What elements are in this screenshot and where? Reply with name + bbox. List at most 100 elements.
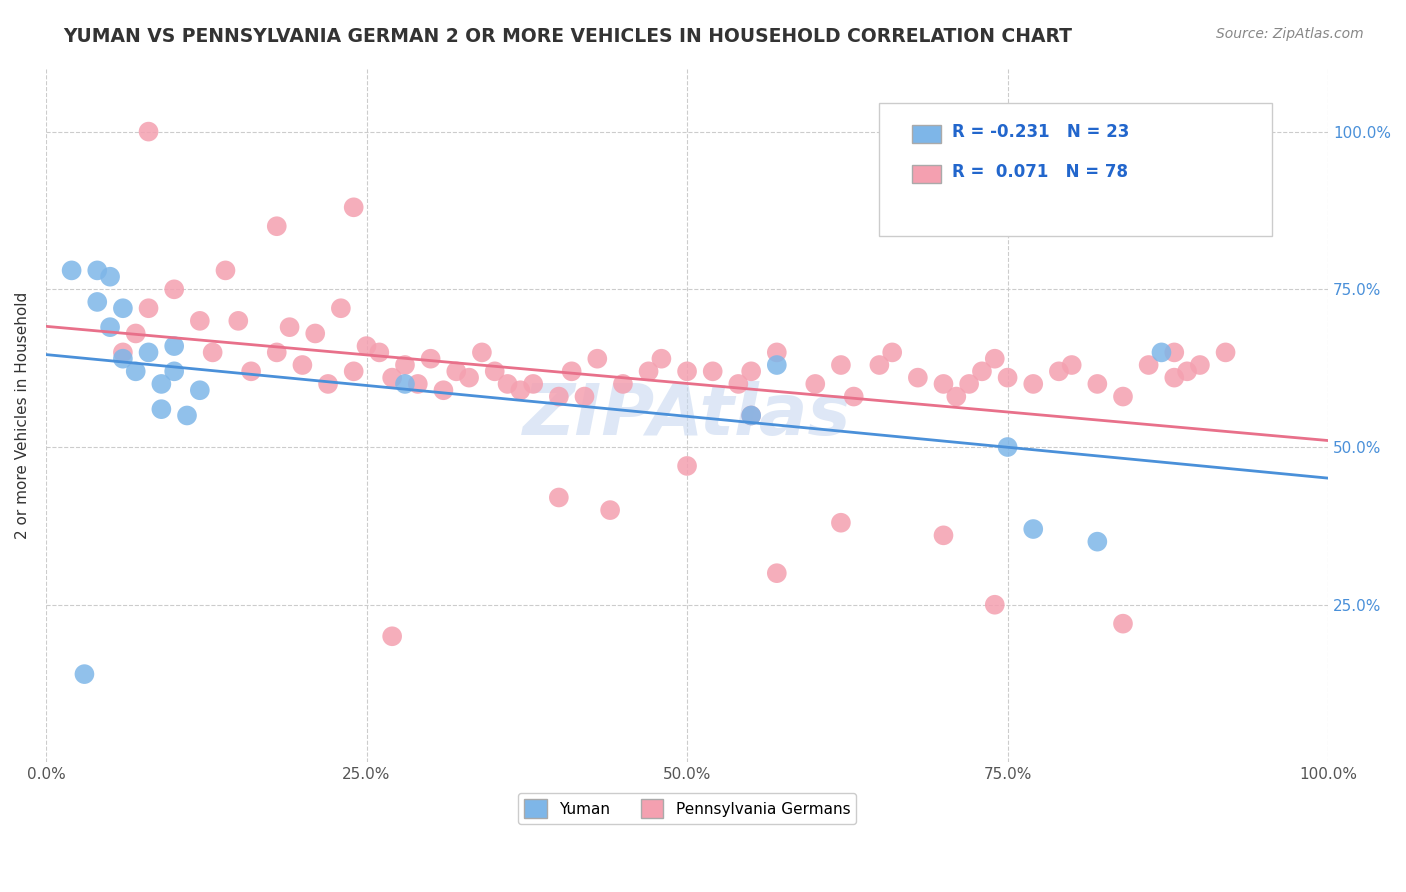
Point [394,358,416,372]
Point [561,364,583,378]
Point [830,358,852,372]
Point [266,345,288,359]
Point [484,364,506,378]
Point [984,598,1007,612]
Point [394,376,416,391]
Point [291,358,314,372]
Point [984,351,1007,366]
Point [150,376,173,391]
Point [1150,345,1173,359]
Point [86,263,108,277]
Text: Source: ZipAtlas.com: Source: ZipAtlas.com [1216,27,1364,41]
Point [188,383,211,397]
Point [73,667,96,681]
Point [882,345,904,359]
Point [356,339,378,353]
Point [471,345,494,359]
Point [599,503,621,517]
Point [111,301,134,316]
Point [1060,358,1083,372]
Point [496,376,519,391]
Point [446,364,468,378]
Point [125,326,148,341]
Point [637,364,659,378]
Point [316,376,339,391]
Point [343,364,366,378]
Point [997,440,1019,454]
Point [163,339,186,353]
Y-axis label: 2 or more Vehicles in Household: 2 or more Vehicles in Household [15,292,30,539]
Point [419,351,441,366]
Point [804,376,827,391]
Point [522,376,544,391]
Point [1188,358,1211,372]
Point [1112,616,1135,631]
Legend: Yuman, Pennsylvania Germans: Yuman, Pennsylvania Germans [517,793,856,824]
Point [1047,364,1070,378]
Point [1215,345,1237,359]
Point [381,370,404,384]
Point [740,364,762,378]
Point [150,402,173,417]
Point [1085,376,1108,391]
Point [381,629,404,643]
Point [574,390,596,404]
Point [765,358,787,372]
Point [368,345,391,359]
Point [1085,534,1108,549]
Point [214,263,236,277]
Point [830,516,852,530]
Point [329,301,352,316]
Point [240,364,263,378]
Point [509,383,531,397]
Text: ZIPAtlas: ZIPAtlas [523,381,851,450]
Point [740,409,762,423]
Point [138,301,160,316]
Point [1022,376,1045,391]
Point [970,364,993,378]
Point [1022,522,1045,536]
Point [907,370,929,384]
Point [957,376,980,391]
Point [650,351,672,366]
Point [612,376,634,391]
Text: R =  0.071   N = 78: R = 0.071 N = 78 [952,163,1128,181]
Point [676,364,699,378]
Point [702,364,724,378]
Point [201,345,224,359]
Point [740,409,762,423]
Point [343,200,366,214]
Point [676,458,699,473]
Point [60,263,83,277]
Point [98,269,121,284]
Point [997,370,1019,384]
Point [278,320,301,334]
Point [406,376,429,391]
Point [111,351,134,366]
Point [458,370,481,384]
Point [1112,390,1135,404]
Text: R = -0.231   N = 23: R = -0.231 N = 23 [952,123,1129,141]
Point [163,282,186,296]
Point [547,390,569,404]
Point [765,566,787,581]
Point [1137,358,1160,372]
Point [1175,364,1198,378]
Point [765,345,787,359]
Point [1163,370,1185,384]
Point [138,125,160,139]
Text: YUMAN VS PENNSYLVANIA GERMAN 2 OR MORE VEHICLES IN HOUSEHOLD CORRELATION CHART: YUMAN VS PENNSYLVANIA GERMAN 2 OR MORE V… [63,27,1073,45]
Point [945,390,967,404]
Point [98,320,121,334]
Point [176,409,198,423]
Point [547,491,569,505]
Point [138,345,160,359]
Point [188,314,211,328]
Point [226,314,249,328]
Point [932,528,955,542]
Point [1163,345,1185,359]
Point [842,390,865,404]
Point [868,358,890,372]
Point [304,326,326,341]
Point [111,345,134,359]
